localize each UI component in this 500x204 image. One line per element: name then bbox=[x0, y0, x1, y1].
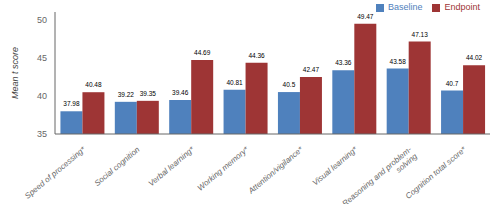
svg-text:39.35: 39.35 bbox=[140, 90, 157, 97]
svg-text:Mean t score: Mean t score bbox=[10, 47, 20, 99]
svg-text:45: 45 bbox=[37, 53, 47, 63]
svg-text:37.98: 37.98 bbox=[63, 100, 80, 107]
svg-text:43.58: 43.58 bbox=[390, 58, 407, 65]
svg-text:49.47: 49.47 bbox=[357, 13, 374, 20]
svg-text:Working memory*: Working memory* bbox=[196, 144, 251, 192]
svg-text:Verbal learning*: Verbal learning* bbox=[147, 144, 197, 188]
svg-text:47.13: 47.13 bbox=[412, 31, 429, 38]
svg-text:Attention/vigilance*: Attention/vigilance* bbox=[246, 144, 305, 196]
svg-text:40.48: 40.48 bbox=[85, 81, 102, 88]
svg-text:Speed of processing*: Speed of processing* bbox=[23, 144, 88, 200]
svg-text:50: 50 bbox=[37, 15, 47, 25]
svg-text:40: 40 bbox=[37, 91, 47, 101]
svg-text:35: 35 bbox=[37, 129, 47, 139]
svg-text:Visual learning*: Visual learning* bbox=[311, 144, 360, 187]
svg-text:40.7: 40.7 bbox=[446, 80, 459, 87]
svg-text:40.81: 40.81 bbox=[226, 79, 243, 86]
svg-text:43.36: 43.36 bbox=[335, 59, 352, 66]
svg-text:Social cognition: Social cognition bbox=[93, 145, 142, 188]
svg-text:39.46: 39.46 bbox=[172, 89, 189, 96]
svg-text:39.22: 39.22 bbox=[118, 91, 135, 98]
svg-text:44.69: 44.69 bbox=[194, 49, 211, 56]
svg-text:42.47: 42.47 bbox=[303, 66, 320, 73]
svg-text:44.36: 44.36 bbox=[248, 52, 265, 59]
svg-text:44.02: 44.02 bbox=[466, 54, 483, 61]
svg-text:40.5: 40.5 bbox=[283, 81, 296, 88]
svg-text:Cognition total score*: Cognition total score* bbox=[404, 144, 469, 200]
